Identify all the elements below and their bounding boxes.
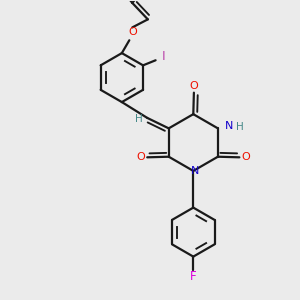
- Text: O: O: [242, 152, 250, 162]
- Text: I: I: [161, 50, 165, 63]
- Text: O: O: [136, 152, 145, 162]
- Text: N: N: [225, 121, 233, 131]
- Text: H: H: [236, 122, 244, 132]
- Text: O: O: [128, 27, 137, 37]
- Text: F: F: [190, 269, 196, 283]
- Text: H: H: [135, 114, 143, 124]
- Text: N: N: [190, 166, 199, 176]
- Text: O: O: [190, 81, 198, 91]
